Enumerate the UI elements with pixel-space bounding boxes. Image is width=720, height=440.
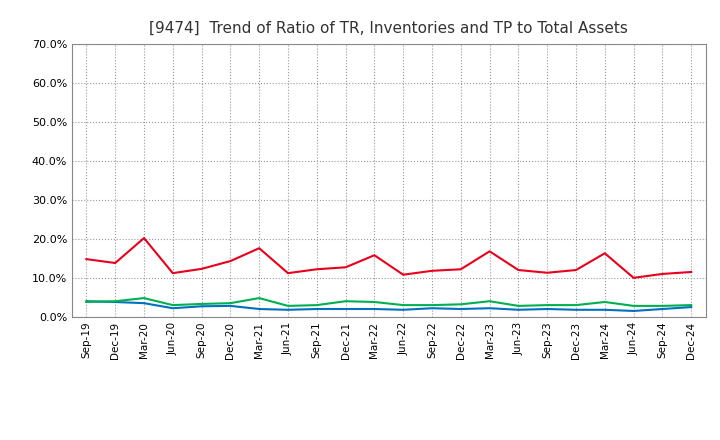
- Trade Payables: [111, 299, 120, 304]
- Trade Payables: [284, 303, 292, 308]
- Trade Payables: [341, 299, 350, 304]
- Inventories: [284, 307, 292, 312]
- Trade Receivables: [687, 269, 696, 275]
- Trade Receivables: [255, 246, 264, 251]
- Inventories: [485, 306, 494, 311]
- Trade Receivables: [111, 260, 120, 266]
- Trade Receivables: [197, 266, 206, 271]
- Trade Receivables: [140, 235, 148, 241]
- Inventories: [341, 306, 350, 312]
- Trade Payables: [312, 302, 321, 308]
- Trade Payables: [572, 302, 580, 308]
- Trade Payables: [600, 299, 609, 304]
- Inventories: [428, 306, 436, 311]
- Trade Receivables: [629, 275, 638, 280]
- Inventories: [226, 303, 235, 308]
- Trade Receivables: [399, 272, 408, 277]
- Trade Receivables: [428, 268, 436, 273]
- Trade Payables: [428, 302, 436, 308]
- Inventories: [658, 306, 667, 312]
- Inventories: [572, 307, 580, 312]
- Trade Receivables: [658, 271, 667, 277]
- Inventories: [140, 301, 148, 306]
- Trade Payables: [168, 302, 177, 308]
- Trade Payables: [543, 302, 552, 308]
- Trade Receivables: [168, 271, 177, 276]
- Trade Payables: [629, 303, 638, 308]
- Inventories: [255, 306, 264, 312]
- Trade Payables: [687, 302, 696, 308]
- Trade Receivables: [82, 257, 91, 262]
- Trade Receivables: [514, 268, 523, 273]
- Title: [9474]  Trend of Ratio of TR, Inventories and TP to Total Assets: [9474] Trend of Ratio of TR, Inventories…: [149, 21, 629, 36]
- Trade Receivables: [341, 265, 350, 270]
- Trade Payables: [456, 302, 465, 307]
- Inventories: [82, 299, 91, 304]
- Trade Payables: [485, 299, 494, 304]
- Inventories: [370, 306, 379, 312]
- Trade Payables: [82, 299, 91, 304]
- Trade Payables: [140, 295, 148, 301]
- Inventories: [543, 306, 552, 312]
- Inventories: [600, 307, 609, 312]
- Inventories: [197, 304, 206, 309]
- Trade Receivables: [456, 267, 465, 272]
- Trade Payables: [370, 299, 379, 304]
- Inventories: [111, 299, 120, 304]
- Trade Receivables: [600, 251, 609, 256]
- Inventories: [456, 306, 465, 312]
- Inventories: [687, 304, 696, 310]
- Trade Payables: [255, 295, 264, 301]
- Line: Inventories: Inventories: [86, 301, 691, 311]
- Trade Payables: [226, 301, 235, 306]
- Trade Receivables: [226, 258, 235, 264]
- Trade Receivables: [284, 271, 292, 276]
- Trade Receivables: [485, 249, 494, 254]
- Trade Payables: [658, 303, 667, 308]
- Line: Trade Payables: Trade Payables: [86, 298, 691, 306]
- Inventories: [399, 307, 408, 312]
- Line: Trade Receivables: Trade Receivables: [86, 238, 691, 278]
- Inventories: [629, 308, 638, 314]
- Inventories: [514, 307, 523, 312]
- Trade Receivables: [312, 267, 321, 272]
- Trade Payables: [197, 301, 206, 307]
- Trade Payables: [399, 302, 408, 308]
- Inventories: [168, 306, 177, 311]
- Trade Receivables: [543, 270, 552, 275]
- Trade Receivables: [572, 268, 580, 273]
- Trade Payables: [514, 303, 523, 308]
- Inventories: [312, 306, 321, 312]
- Trade Receivables: [370, 253, 379, 258]
